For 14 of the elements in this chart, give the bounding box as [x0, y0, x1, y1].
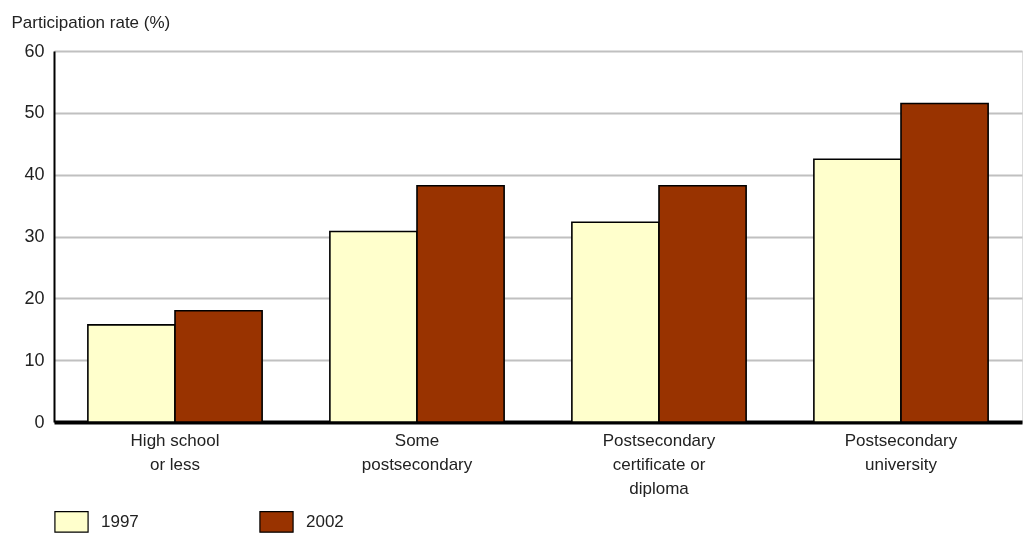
y-tick-label: 30 [24, 226, 45, 246]
x-tick-label: Some postsecondary [361, 430, 473, 474]
y-tick-label: 0 [34, 411, 45, 432]
x-tick-label: High school or less [130, 430, 220, 474]
x-tick-label: Postsecondary certificate or diploma [602, 430, 716, 498]
x-tick-label: Postsecondary university [844, 430, 958, 474]
y-tick-label: 50 [24, 102, 45, 123]
legend-label: 2002 [306, 511, 344, 531]
y-tick-label: 10 [24, 349, 45, 370]
y-tick-label: 20 [24, 287, 45, 308]
y-tick-label: 60 [24, 40, 45, 61]
y-tick-label: 40 [24, 164, 45, 185]
y-axis-title: Participation rate (%) [11, 12, 171, 32]
legend-label: 1997 [101, 511, 139, 531]
